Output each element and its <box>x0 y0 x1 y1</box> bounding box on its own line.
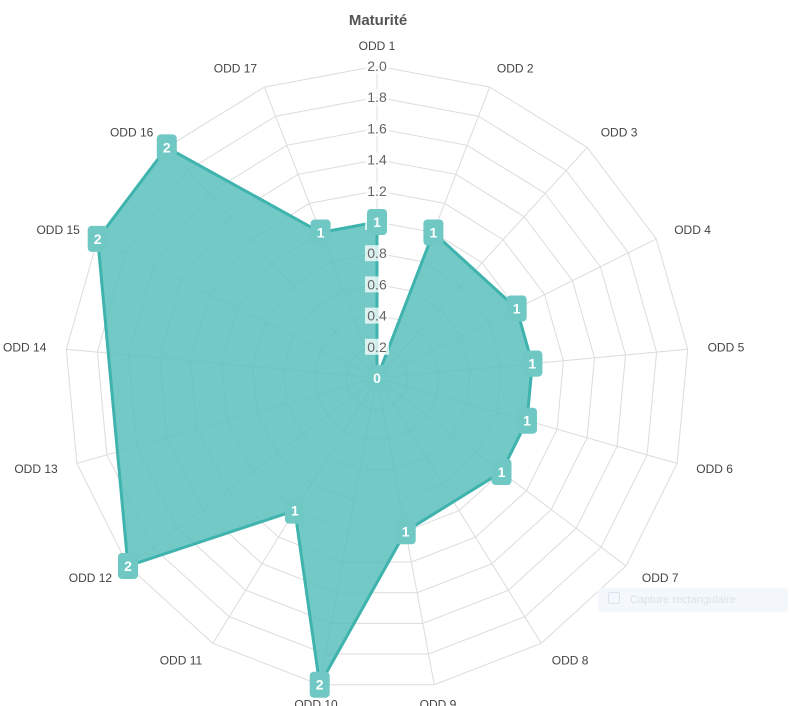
tick-label-bg <box>365 307 389 324</box>
tick-label-bg <box>365 245 389 262</box>
radial-tick-label: 0.8 <box>367 245 387 261</box>
axis-label: ODD 4 <box>674 223 711 237</box>
value-label: 1 <box>317 225 325 241</box>
value-label-box <box>87 225 108 252</box>
value-label: 1 <box>430 225 438 241</box>
axis-label: ODD 8 <box>552 653 589 667</box>
value-label-box <box>522 350 543 377</box>
value-label-box <box>156 134 177 161</box>
tick-label-bg <box>365 58 389 74</box>
tick-label-bg <box>365 89 389 106</box>
axis-label: ODD 3 <box>601 126 638 140</box>
value-label: 1 <box>373 214 381 230</box>
capture-tooltip[interactable]: Capture rectangulaire <box>598 588 788 612</box>
axis-label: ODD 9 <box>420 697 457 706</box>
value-label-box <box>367 209 387 235</box>
axis-label: ODD 16 <box>110 126 154 140</box>
value-label: 1 <box>528 356 536 372</box>
axis-label: ODD 7 <box>642 571 679 585</box>
value-label: 2 <box>316 677 324 693</box>
value-label-box <box>118 553 138 579</box>
axis-label: ODD 13 <box>14 462 58 476</box>
tick-label-bg <box>365 182 389 199</box>
value-label-box <box>284 497 305 524</box>
axis-label: ODD 6 <box>696 462 733 476</box>
value-labels: 1011111111212221 <box>87 134 543 698</box>
capture-icon <box>608 592 620 604</box>
value-label-box <box>395 518 416 545</box>
axis-label: ODD 10 <box>294 697 338 706</box>
value-label-box <box>310 219 331 246</box>
radial-tick-label: 2.0 <box>367 58 387 74</box>
value-label: 2 <box>124 558 132 574</box>
axis-label: ODD 1 <box>359 39 396 53</box>
axis-label: ODD 12 <box>69 571 113 585</box>
axis-label: ODD 11 <box>160 653 203 667</box>
tick-label-bg <box>365 338 389 355</box>
value-label: 0 <box>373 370 381 386</box>
radial-tick-label: 0.4 <box>367 308 387 324</box>
radial-tick-label: 1.4 <box>367 152 387 168</box>
value-label: 2 <box>94 231 102 247</box>
tick-label-bg <box>365 151 389 168</box>
axis-label: ODD 2 <box>497 61 534 75</box>
radial-tick-label: 0.2 <box>367 339 387 355</box>
value-label: 1 <box>291 503 299 519</box>
capture-label: Capture rectangulaire <box>630 594 736 606</box>
chart-title: Maturité <box>348 12 408 29</box>
radial-tick-label: 1.6 <box>367 120 387 136</box>
radial-tick-label: 1.8 <box>367 89 387 105</box>
value-label-box <box>506 295 527 322</box>
value-label: 1 <box>513 301 521 317</box>
value-label-box <box>491 459 512 485</box>
axis-label: ODD 14 <box>3 340 47 354</box>
radial-tick-label: 0.6 <box>367 276 387 292</box>
tick-label-bg <box>365 120 389 137</box>
axis-label: ODD 15 <box>36 223 80 237</box>
value-label-box <box>367 365 387 391</box>
axis-label: ODD 5 <box>708 340 745 354</box>
value-label: 1 <box>523 413 531 429</box>
axis-label: ODD 17 <box>214 61 258 75</box>
value-label-box <box>309 671 330 698</box>
radial-tick-label: 1.2 <box>367 183 387 199</box>
tick-label-bg <box>365 276 389 293</box>
value-label: 2 <box>163 139 171 155</box>
value-label: 1 <box>498 464 506 480</box>
value-label-box <box>423 219 444 246</box>
axis-labels: ODD 1 ODD 2 ODD 3 ODD 4 ODD 5 ODD 6 ODD 7 ODD 8… <box>3 39 745 706</box>
value-label-box <box>517 407 537 434</box>
value-label: 1 <box>402 523 410 539</box>
